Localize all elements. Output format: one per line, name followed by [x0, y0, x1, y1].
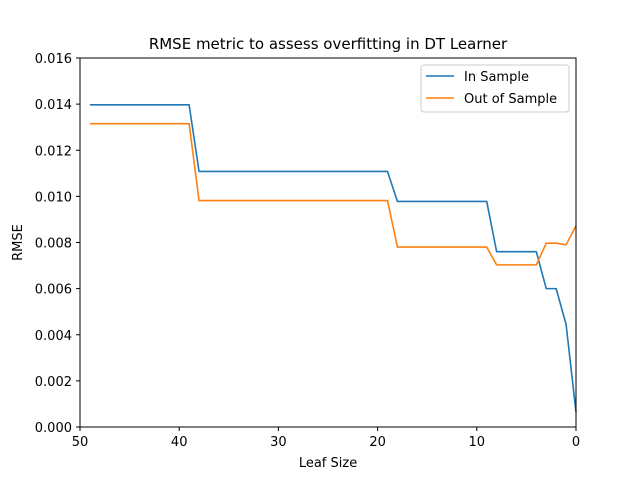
- y-tick-label: 0.016: [35, 52, 72, 67]
- legend-label-out-of-sample: Out of Sample: [464, 92, 557, 107]
- legend-box: [420, 64, 570, 113]
- plot-frame: [79, 57, 577, 428]
- chart-title: RMSE metric to assess overfitting in DT …: [149, 35, 508, 53]
- y-tick-label: 0.000: [35, 421, 72, 436]
- legend: In Sample Out of Sample: [420, 64, 570, 113]
- x-tick-label: 10: [469, 435, 486, 450]
- y-axis: 0.000 0.002 0.004 0.006 0.008 0.010 0.012 0.014…: [35, 52, 80, 436]
- y-tick-label: 0.004: [35, 329, 72, 344]
- y-tick-label: 0.012: [35, 144, 72, 159]
- y-axis-label: RMSE: [11, 224, 26, 261]
- x-axis-label: Leaf Size: [299, 456, 357, 471]
- series-line-out-of-sample: [89, 122, 577, 266]
- y-tick-label: 0.014: [35, 98, 72, 113]
- x-tick-label: 0: [572, 435, 580, 450]
- legend-label-in-sample: In Sample: [464, 70, 529, 85]
- x-tick-label: 30: [270, 435, 287, 450]
- x-tick-label: 40: [171, 435, 188, 450]
- series-line-in-sample: [89, 104, 577, 413]
- y-tick-label: 0.010: [35, 190, 72, 205]
- y-tick-label: 0.006: [35, 283, 72, 298]
- x-axis: 50 40 30 20 10 0: [72, 427, 580, 450]
- y-tick-label: 0.008: [35, 237, 72, 252]
- y-tick-label: 0.002: [35, 375, 72, 390]
- series-layer: [89, 104, 577, 413]
- x-tick-label: 20: [369, 435, 386, 450]
- x-tick-label: 50: [72, 435, 89, 450]
